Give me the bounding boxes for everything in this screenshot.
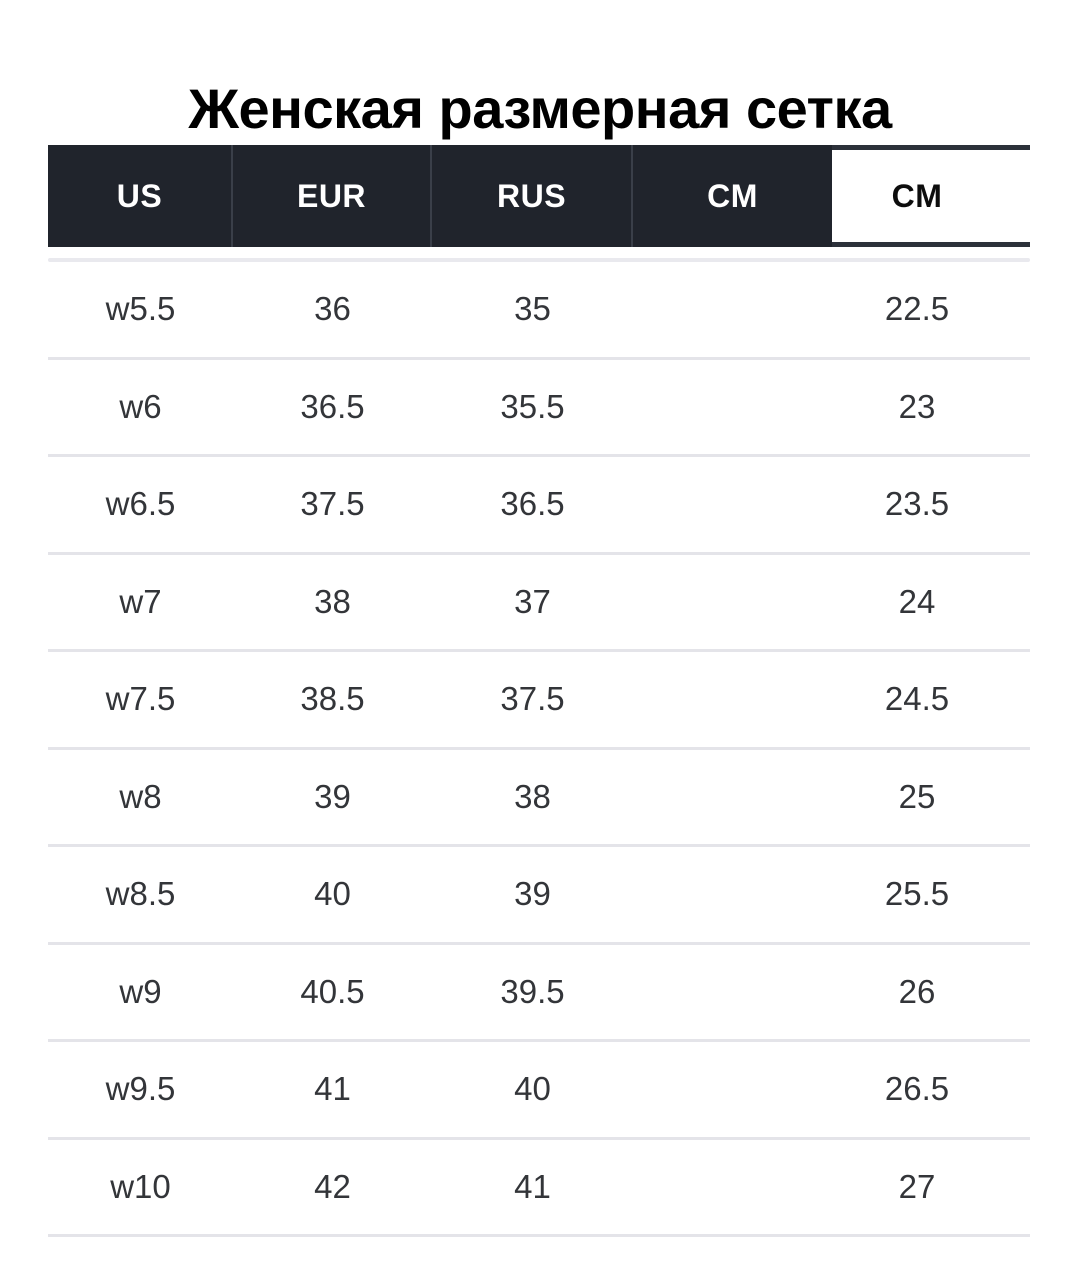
table-cell: 38 xyxy=(514,777,551,815)
table-cell: 38 xyxy=(314,582,351,620)
table-cell: 39 xyxy=(314,777,351,815)
table-cell xyxy=(633,652,832,747)
table-cell: w7.5 xyxy=(105,680,176,718)
table-cell: w6 xyxy=(119,387,162,425)
table-cell: w8.5 xyxy=(105,875,176,913)
column-header-rus: RUS xyxy=(432,145,633,247)
table-cell xyxy=(633,750,832,845)
table-cell xyxy=(633,457,832,552)
table-cell: w6.5 xyxy=(105,485,176,523)
table-cell: 24 xyxy=(898,582,936,620)
table-row: w9 40.5 39.5 26 xyxy=(48,945,1030,1042)
table-cell: 37 xyxy=(514,582,551,620)
table-cell: 37.5 xyxy=(500,680,565,718)
table-cell xyxy=(633,555,832,650)
table-cell: 26.5 xyxy=(884,1070,950,1108)
table-cell: 26 xyxy=(898,972,936,1010)
table-cell: w8 xyxy=(119,777,162,815)
table-row: w6 36.5 35.5 23 xyxy=(48,360,1030,457)
table-row: w8.5 40 39 25.5 xyxy=(48,847,1030,945)
column-header-us: US xyxy=(48,145,233,247)
table-cell: 27 xyxy=(898,1167,936,1205)
table-cell: 38.5 xyxy=(300,680,365,718)
table-row: w7 38 37 24 xyxy=(48,555,1030,652)
table-row: w7.5 38.5 37.5 24.5 xyxy=(48,652,1030,750)
table-row: w9.5 41 40 26.5 xyxy=(48,1042,1030,1140)
page-title: Женская размерная сетка xyxy=(188,76,892,140)
column-header-cm: CM xyxy=(633,145,832,247)
table-cell: 25 xyxy=(898,777,936,815)
table-cell xyxy=(633,847,832,942)
table-cell xyxy=(633,945,832,1040)
table-cell: 39.5 xyxy=(500,972,565,1010)
table-body: w5.5 36 35 22.5 w6 36.5 35.5 23 w6.5 37.5 36.5 23.5… xyxy=(48,262,1030,1237)
table-header-row: US EUR RUS CM CM xyxy=(48,145,1030,247)
table-cell: w7 xyxy=(119,582,162,620)
table-cell: 41 xyxy=(314,1070,351,1108)
table-row: w10 42 41 27 xyxy=(48,1140,1030,1237)
table-cell: 25.5 xyxy=(884,875,950,913)
table-cell: 36 xyxy=(314,290,351,328)
table-cell xyxy=(633,360,832,455)
table-cell: 37.5 xyxy=(300,485,365,523)
table-cell: 35 xyxy=(514,290,551,328)
table-cell: 22.5 xyxy=(884,290,950,328)
table-cell: w5.5 xyxy=(105,290,176,328)
table-cell: w9.5 xyxy=(105,1070,176,1108)
column-header-cm-selected: CM xyxy=(832,145,1030,247)
table-row: w8 39 38 25 xyxy=(48,750,1030,847)
table-cell: 41 xyxy=(514,1167,551,1205)
table-cell: 35.5 xyxy=(500,387,565,425)
table-cell: 40.5 xyxy=(300,972,365,1010)
header-separator xyxy=(48,258,1030,262)
table-cell xyxy=(633,262,832,357)
table-cell: 23.5 xyxy=(884,485,950,523)
table-cell: 23 xyxy=(898,387,936,425)
table-cell xyxy=(633,1140,832,1235)
table-cell xyxy=(633,1042,832,1137)
table-cell: 39 xyxy=(514,875,551,913)
table-cell: w9 xyxy=(119,972,162,1010)
table-cell: 42 xyxy=(314,1167,351,1205)
table-cell: w10 xyxy=(110,1167,171,1205)
size-table: US EUR RUS CM CM w5.5 36 35 22.5 w6 36.5 35.5 2… xyxy=(48,145,1030,1237)
column-header-eur: EUR xyxy=(233,145,432,247)
table-row: w6.5 37.5 36.5 23.5 xyxy=(48,457,1030,555)
table-cell: 36.5 xyxy=(500,485,565,523)
table-cell: 40 xyxy=(514,1070,551,1108)
table-cell: 36.5 xyxy=(300,387,365,425)
table-cell: 24.5 xyxy=(884,680,950,718)
table-cell: 40 xyxy=(314,875,351,913)
table-row: w5.5 36 35 22.5 xyxy=(48,262,1030,360)
